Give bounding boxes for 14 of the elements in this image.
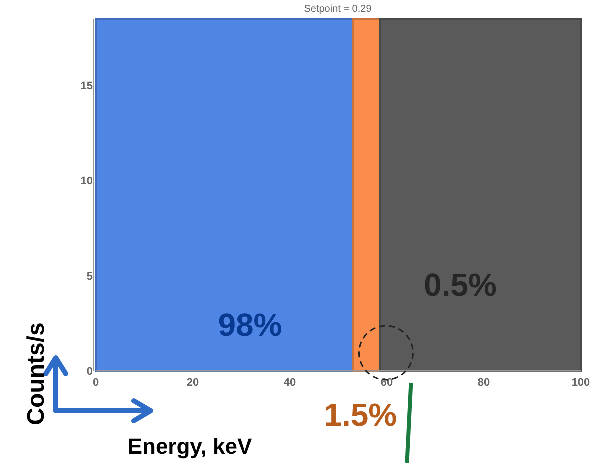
- y-tick-label: 10: [80, 176, 93, 188]
- x-tick-label: 20: [186, 377, 200, 389]
- x-tick-label: 40: [284, 377, 296, 389]
- x-tick-label: 100: [572, 377, 590, 389]
- y-tick-label: 0: [86, 366, 93, 378]
- x-axis-title: Energy, keV: [128, 434, 252, 459]
- y-tick-label: 15: [80, 80, 93, 93]
- annotation: 98%: [218, 307, 282, 343]
- y-tick-label: 5: [86, 270, 93, 283]
- x-tick-label: 60: [380, 377, 394, 389]
- text: 1.5%: [324, 397, 398, 433]
- x-tick-label: 80: [478, 377, 490, 389]
- y-axis-title: Counts/s: [23, 322, 50, 426]
- chart-title: Setpoint = 0.29: [304, 4, 372, 15]
